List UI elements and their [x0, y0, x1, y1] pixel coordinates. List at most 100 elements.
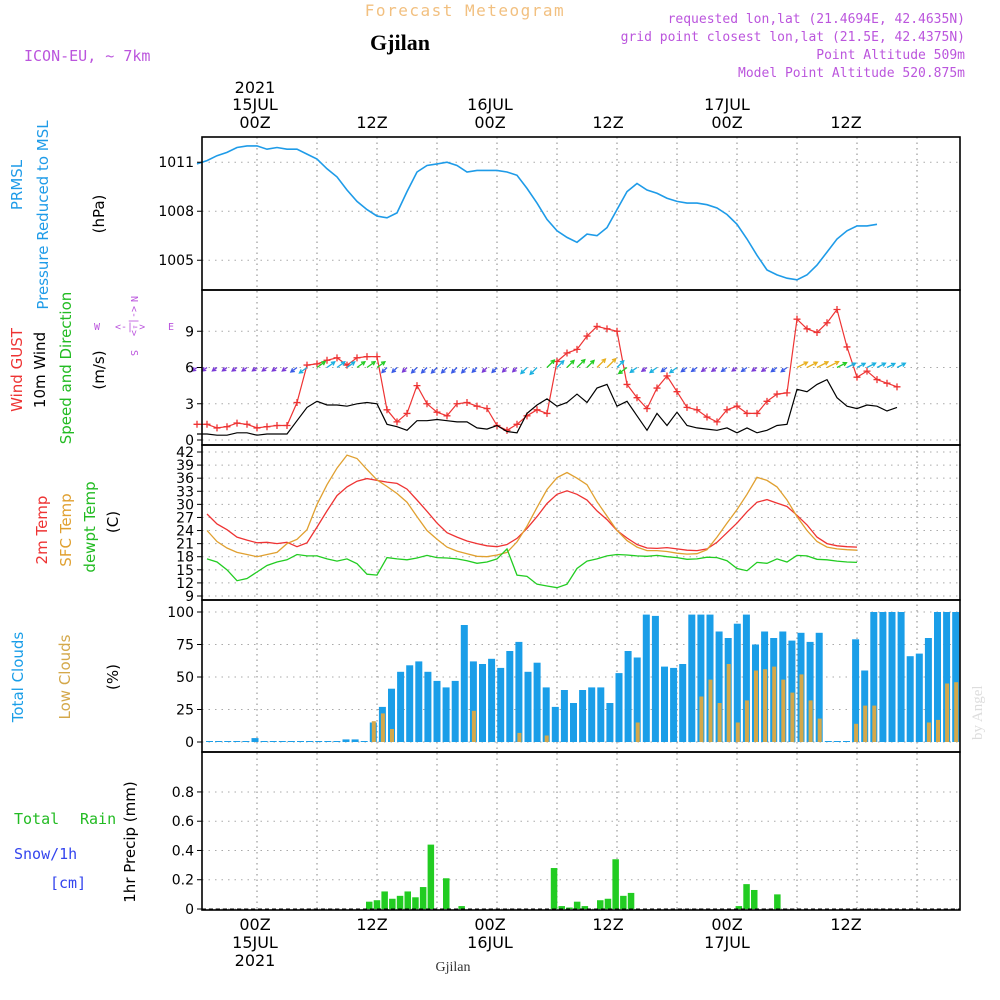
total-cloud-bar	[597, 687, 605, 742]
gust-marker	[413, 382, 421, 390]
total-cloud-bar	[897, 612, 905, 742]
temp2m-line	[206, 477, 858, 552]
y-tick-label: 0.8	[172, 785, 194, 801]
wind-arrow-head	[410, 368, 416, 374]
bottom-date-label: 15JUL	[232, 933, 278, 952]
low-cloud-bar	[926, 722, 931, 742]
gust-marker	[233, 419, 241, 427]
bottom-time-label: 00Z	[239, 915, 270, 934]
low-cloud-bar	[708, 679, 713, 742]
gust-marker	[783, 389, 791, 397]
wind-arrow-head	[710, 367, 716, 372]
y-tick-label: 6	[185, 361, 194, 377]
gust-marker	[793, 315, 801, 323]
wind-arrow-head	[842, 361, 848, 367]
rain-bar	[458, 906, 465, 909]
total-cloud-bar	[269, 741, 277, 742]
low-cloud-bar	[817, 718, 822, 742]
gust-marker	[463, 399, 471, 407]
rain-bar	[373, 900, 381, 909]
wind-arrow-head	[211, 366, 217, 372]
wind-labels: Wind GUST 10m Wind Speed and Direction (…	[8, 292, 174, 445]
gust-marker	[703, 413, 711, 421]
wind-arrow-head	[619, 359, 625, 365]
wind-arrow	[316, 361, 326, 369]
total-cloud-bar	[697, 614, 705, 742]
rain-bar	[751, 889, 758, 909]
y-tick-label: 0.2	[172, 873, 194, 889]
y-tick-label: 33	[176, 484, 194, 500]
gust-marker	[823, 319, 831, 327]
gust-marker	[533, 406, 541, 414]
gust-marker	[573, 345, 581, 353]
gust-marker	[453, 400, 461, 408]
total-cloud-bar	[615, 673, 623, 742]
total-cloud-bar	[479, 664, 486, 742]
wind-arrow-head	[823, 361, 830, 366]
total-cloud-bar	[206, 741, 213, 742]
top-time-label: 12Z	[356, 113, 387, 132]
total-cloud-bar	[215, 741, 223, 742]
total-cloud-bar	[824, 741, 832, 742]
gust-marker	[543, 409, 551, 417]
footer-label: Gjilan	[436, 960, 471, 975]
top-time-label: 00Z	[711, 113, 742, 132]
rain-bar	[419, 887, 427, 909]
wind-arrow	[846, 362, 856, 369]
total-cloud-bar	[679, 664, 687, 742]
total-cloud-bar	[406, 665, 414, 742]
low-cloud-bar	[936, 719, 940, 742]
wind-arrow-head	[680, 367, 686, 373]
wind-arrow	[606, 358, 617, 368]
gust-marker	[203, 420, 211, 428]
total-cloud-bar	[524, 671, 532, 742]
y-tick-label: 100	[167, 605, 194, 621]
gust-marker	[333, 354, 341, 362]
gust-marker	[803, 325, 811, 333]
wind-arrow	[616, 360, 625, 368]
gust-marker	[613, 327, 621, 335]
model-altitude: Model Point Altitude 520.875m	[738, 66, 965, 81]
y-tick-label: 75	[176, 638, 194, 654]
wind-arrow-head	[381, 368, 387, 374]
total-cloud-bar	[506, 651, 514, 742]
low-cloud-bar	[763, 669, 768, 742]
gust-marker	[853, 373, 861, 381]
total-cloud-bar	[906, 656, 914, 742]
rain-bar	[412, 897, 419, 909]
y-tick-label: 25	[176, 703, 194, 719]
compass-e: E	[168, 322, 174, 333]
gust-marker	[723, 406, 731, 414]
low-cloud-bar	[799, 674, 804, 742]
wind-arrow-head	[803, 361, 809, 366]
rain-bar	[573, 901, 581, 909]
wind-arrow	[806, 361, 818, 369]
rain-bar	[366, 901, 373, 909]
gust-marker	[273, 422, 281, 429]
pressure-label: Pressure Reduced to MSL	[34, 120, 52, 310]
wind-arrow-head	[834, 360, 840, 366]
wind-arrow	[566, 359, 575, 368]
wind-arrow-head	[851, 362, 857, 367]
bottom-date-label: 17JUL	[704, 933, 750, 952]
wind-arrow	[586, 359, 595, 368]
wind-arrow-head	[241, 367, 247, 372]
gust-marker	[363, 353, 371, 361]
wind-arrow-head	[401, 367, 407, 373]
frame-layer	[197, 136, 961, 911]
wind-arrow-head	[590, 359, 596, 365]
wind-arrow-head	[649, 368, 655, 374]
wind-arrow-head	[481, 368, 487, 374]
precip-labels: Total Rain Snow/1h [cm] 1hr Precip (mm)	[14, 781, 139, 902]
gust-marker	[843, 343, 851, 351]
total-clouds-label: Total Clouds	[9, 632, 27, 724]
y-tick-label: 9	[185, 324, 194, 340]
wind-arrow-head	[901, 362, 907, 367]
gust-marker	[893, 383, 901, 391]
gust-marker	[863, 367, 871, 375]
low-cloud-bar	[735, 722, 740, 742]
wind-arrow-head	[340, 361, 346, 366]
compass-w: W	[94, 322, 101, 333]
gust-label: Wind GUST	[8, 327, 26, 412]
sfc-temp-line	[206, 454, 858, 558]
